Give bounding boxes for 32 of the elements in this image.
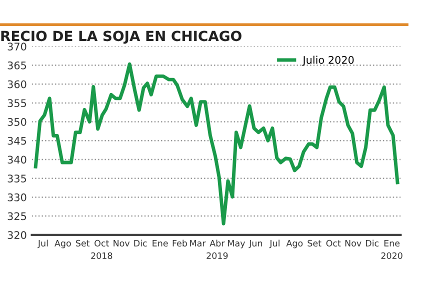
x-tick-label: Dic	[134, 240, 147, 247]
x-tick-label: Ene	[152, 240, 168, 247]
x-tick-label: Nov	[114, 240, 130, 247]
x-tick-label: Oct	[326, 240, 341, 247]
y-tick-label: 370	[8, 42, 26, 51]
y-tick-label: 345	[8, 136, 26, 145]
x-tick-label: May	[228, 240, 246, 248]
chart-title: RECIO DE LA SOJA EN CHICAGO	[1, 30, 242, 44]
legend-label: Julio 2020	[302, 56, 354, 66]
x-tick-label: Ago	[286, 240, 303, 248]
x-tick-label: Set	[308, 240, 322, 247]
x-tick-label: Ago	[54, 240, 71, 248]
x-tick-label: Set	[76, 240, 90, 247]
y-tick-label: 320	[8, 231, 26, 240]
x-tick-label: Dic	[366, 240, 379, 247]
y-tick-label: 325	[8, 212, 26, 220]
y-tick-label: 350	[8, 118, 26, 126]
y-tick-label: 365	[8, 61, 26, 70]
y-tick-label: 340	[8, 156, 26, 164]
y-tick-label: 355	[8, 99, 26, 108]
y-tick-label: 360	[8, 80, 26, 88]
x-tick-label: Jul	[37, 240, 48, 248]
x-tick-label: Jun	[248, 240, 262, 248]
x-tick-label: Oct 2018	[91, 240, 112, 259]
y-tick-label: 330	[8, 193, 26, 202]
x-tick-label: Jul	[269, 240, 280, 248]
x-tick-label: Nov	[345, 240, 362, 247]
x-tick-label: Feb	[172, 240, 187, 247]
x-tick-label: Mar	[190, 240, 206, 247]
y-tick-label: 335	[8, 174, 26, 182]
x-tick-label: Abr 2019	[206, 240, 228, 259]
x-tick-label: Ene 2020	[381, 240, 402, 259]
